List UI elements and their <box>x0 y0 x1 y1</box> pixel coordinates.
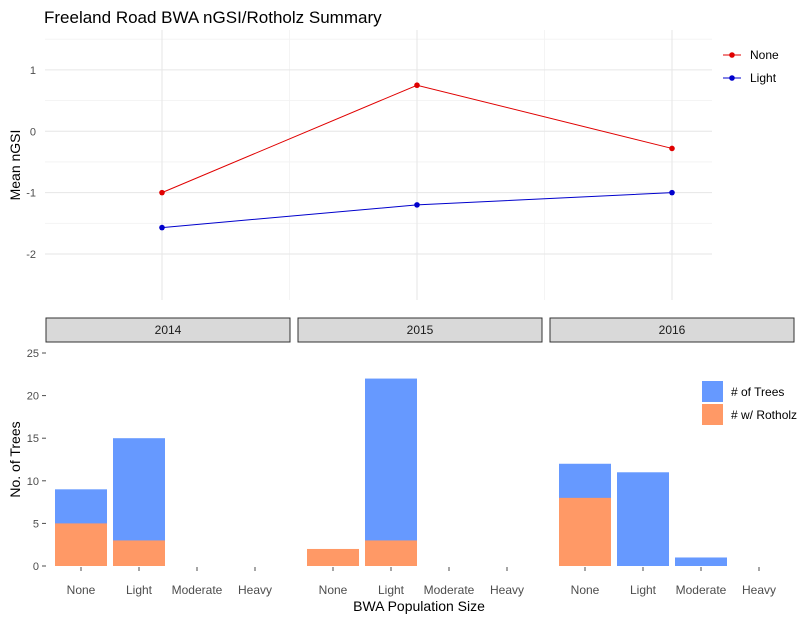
legend-label: # w/ Rotholz <box>731 408 797 422</box>
bar-y-tick-label: 15 <box>27 433 39 445</box>
line-y-axis-label: Mean nGSI <box>7 130 23 201</box>
bar-y-axis-label: No. of Trees <box>7 421 23 497</box>
bar-y-tick-label: 20 <box>27 391 39 403</box>
bar-x-tick-label: None <box>571 583 600 597</box>
line-y-tick-label: 1 <box>30 65 36 77</box>
data-point-none <box>414 82 420 89</box>
data-point-none <box>159 189 165 196</box>
line-y-tick-label: -2 <box>26 249 36 261</box>
facet-strip <box>297 317 543 343</box>
bar-y-tick-label: 10 <box>27 476 39 488</box>
legend-label: # of Trees <box>731 385 784 399</box>
facet-strip-label: 2014 <box>155 323 182 337</box>
bar-x-tick-label: Moderate <box>424 583 475 597</box>
bar-trees-2016-light <box>617 472 669 566</box>
bar-x-tick-label: None <box>319 583 348 597</box>
bar-rotholz-2016-none <box>559 497 611 566</box>
facet-strip <box>45 317 291 343</box>
data-point-light <box>159 224 165 231</box>
data-point-light <box>414 202 420 208</box>
facet-strip <box>549 317 795 343</box>
bar-x-axis-label: BWA Population Size <box>353 598 485 614</box>
legend-label: Light <box>750 71 777 85</box>
bar-x-tick-label: Moderate <box>676 583 727 597</box>
facet-strip-label: 2016 <box>659 323 686 337</box>
bar-trees-2015-light <box>365 378 417 566</box>
bar-x-tick-label: Heavy <box>742 583 776 597</box>
bar-rotholz-2014-none <box>55 523 107 566</box>
line-y-tick-label: 0 <box>30 126 36 138</box>
legend-label: None <box>750 48 779 62</box>
bar-x-tick-label: Heavy <box>238 583 272 597</box>
data-point-light <box>669 189 675 196</box>
bar-x-tick-label: Light <box>126 583 153 597</box>
bar-y-tick-label: 5 <box>33 518 39 530</box>
bar-x-tick-label: Heavy <box>490 583 524 597</box>
facet-strip-label: 2015 <box>407 323 434 337</box>
bar-x-tick-label: Light <box>378 583 405 597</box>
bar-trees-2016-moderate <box>675 557 727 566</box>
legend-fill-key <box>702 404 723 425</box>
bar-rotholz-2015-light <box>365 540 417 566</box>
bar-rotholz-2015-none <box>307 548 359 566</box>
legend-point-key <box>729 52 735 58</box>
bar-x-tick-label: None <box>67 583 96 597</box>
bar-y-tick-label: 0 <box>33 561 39 573</box>
data-point-none <box>669 145 675 152</box>
bar-x-tick-label: Light <box>630 583 657 597</box>
bar-rotholz-2014-light <box>113 540 165 566</box>
legend-point-key <box>729 75 735 81</box>
chart-title: Freeland Road BWA nGSI/Rotholz Summary <box>44 8 382 27</box>
bar-y-tick-label: 25 <box>27 348 39 360</box>
legend-fill-key <box>702 381 723 402</box>
bar-x-tick-label: Moderate <box>172 583 223 597</box>
line-y-tick-label: -1 <box>26 188 36 200</box>
